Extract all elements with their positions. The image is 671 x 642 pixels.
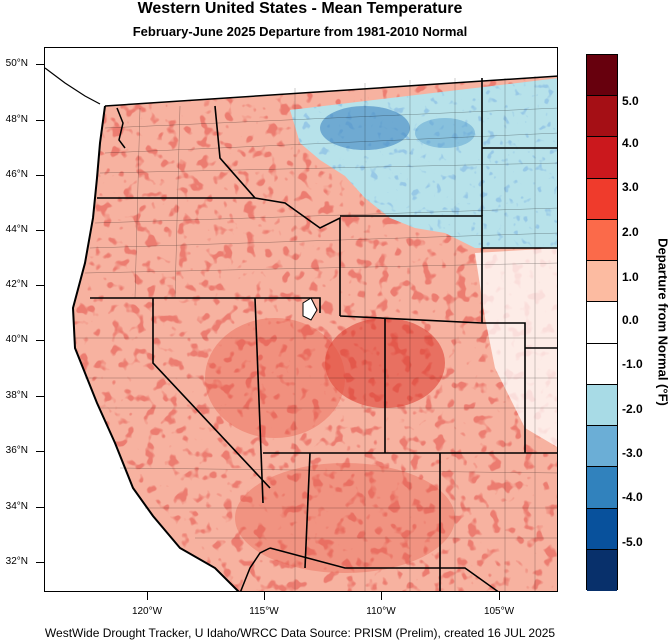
canada-border — [104, 75, 557, 107]
puget-sound — [116, 107, 126, 149]
great-salt-lake — [302, 297, 318, 321]
colorbar-segment — [587, 55, 617, 97]
colorbar-segment — [587, 343, 617, 385]
lat-label-38: 38°N — [5, 390, 28, 401]
colorbar-label-4: 4.0 — [622, 136, 639, 150]
vancouver-island — [45, 67, 101, 105]
footer-credit: WestWide Drought Tracker, U Idaho/WRCC D… — [44, 626, 556, 640]
pacific-coastline — [71, 105, 240, 591]
colorbar-segment — [587, 426, 617, 468]
lat-label-32: 32°N — [5, 556, 28, 567]
lat-tick — [36, 64, 44, 65]
colorbar-segment — [587, 467, 617, 509]
lon-label-110: 110°W — [366, 606, 396, 617]
colorbar-segment — [587, 219, 617, 262]
colorbar — [586, 54, 618, 591]
state-borders — [90, 78, 557, 591]
colorbar-segment — [587, 137, 617, 179]
lon-tick — [147, 592, 148, 600]
colorbar-label-neg5: -5.0 — [622, 535, 643, 549]
colorbar-label-neg2: -2.0 — [622, 402, 643, 416]
colorbar-segment — [587, 96, 617, 138]
colorbar-segment — [587, 508, 617, 550]
colorbar-segment — [587, 384, 617, 427]
lon-tick — [264, 592, 265, 600]
neutral-region-plains — [475, 248, 557, 447]
lat-label-40: 40°N — [5, 334, 28, 345]
map-svg — [45, 48, 557, 591]
warm-core-southwest — [235, 463, 455, 573]
lat-label-42: 42°N — [5, 279, 28, 290]
colorbar-label-neg1: -1.0 — [622, 357, 643, 371]
lon-label-120: 120°W — [131, 606, 163, 617]
colorbar-label-neg3: -3.0 — [622, 446, 643, 460]
lon-tick — [381, 592, 382, 600]
lon-tick — [499, 592, 500, 600]
lat-label-34: 34°N — [5, 501, 28, 512]
county-lines — [75, 76, 557, 591]
lat-tick — [36, 340, 44, 341]
temperature-departure-map — [44, 47, 558, 592]
lat-label-48: 48°N — [5, 114, 28, 125]
lat-tick — [36, 230, 44, 231]
colorbar-label-neg4: -4.0 — [622, 490, 643, 504]
lat-tick — [36, 507, 44, 508]
lat-label-50: 50°N — [5, 58, 28, 69]
lon-label-115: 115°W — [249, 606, 279, 617]
map-title: Western United States - Mean Temperature — [137, 0, 463, 17]
mexico-border — [269, 547, 499, 591]
lat-tick — [36, 175, 44, 176]
colorbar-segment — [587, 261, 617, 303]
lat-label-44: 44°N — [5, 224, 28, 235]
lat-tick — [36, 120, 44, 121]
lat-label-46: 46°N — [5, 169, 28, 180]
map-subtitle: February-June 2025 Departure from 1981-2… — [132, 24, 468, 39]
lat-tick — [36, 396, 44, 397]
gulf-coast — [239, 547, 271, 591]
colorbar-label-2: 2.0 — [622, 225, 639, 239]
colorbar-label-3: 3.0 — [622, 180, 639, 194]
colorbar-segment — [587, 178, 617, 220]
colorbar-title: Departure from Normal (°F) — [655, 238, 671, 406]
colorbar-label-0: 0.0 — [622, 313, 639, 327]
cool-core-east — [415, 118, 475, 148]
lat-label-36: 36°N — [5, 445, 28, 456]
colorbar-label-5: 5.0 — [622, 94, 639, 108]
lat-tick — [36, 285, 44, 286]
colorbar-label-1: 1.0 — [622, 270, 639, 284]
colorbar-segment — [587, 302, 617, 344]
lon-label-105: 105°W — [483, 606, 515, 617]
colorbar-segment — [587, 549, 617, 591]
lat-tick — [36, 562, 44, 563]
lat-tick — [36, 451, 44, 452]
